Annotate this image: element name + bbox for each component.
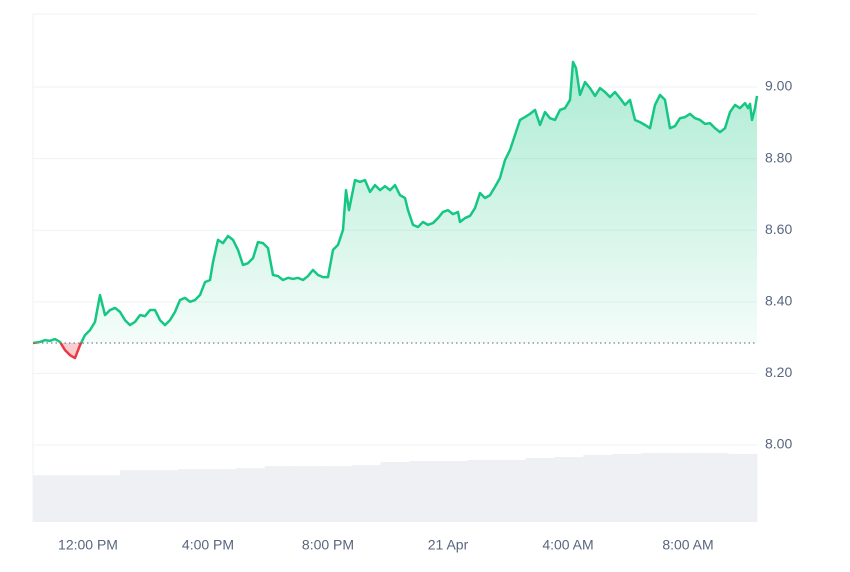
y-tick-label: 8.20 [765,364,792,380]
y-tick-label: 8.60 [765,221,792,237]
volume-bar [496,460,526,522]
volume-bar [467,460,497,522]
volume-bar [612,453,642,522]
volume-bar [293,466,324,522]
y-tick-label: 8.40 [765,293,792,309]
volume-bar [206,469,237,522]
volume-bar [61,475,92,522]
price-line [32,60,759,344]
plot: 8.00 8.20 8.40 8.60 8.80 9.00 12:00 PM 4:00 PM 8… [32,13,792,553]
volume-bar [699,452,729,522]
volume-bar [641,452,671,522]
volume-bar [438,461,468,522]
x-tick-label: 21 Apr [428,537,469,553]
y-tick-label: 9.00 [765,78,792,94]
volume-bar [583,454,613,522]
x-tick-label: 4:00 PM [182,537,234,553]
area-up [33,61,757,344]
volume-bar [119,470,150,522]
volume-bar [33,475,63,522]
x-tick-label: 4:00 AM [542,537,593,553]
x-tick-label: 12:00 PM [58,537,118,553]
y-tick-label: 8.00 [765,436,792,452]
volume-bar [322,466,353,522]
x-tick-label: 8:00 PM [302,537,354,553]
volume-bar [670,452,700,522]
volume-bar [409,461,439,522]
volume-bar [177,469,208,522]
volume-bar [554,456,584,522]
volume-bar [525,457,555,522]
volume-bar [728,453,758,522]
volume-bar [380,462,410,522]
x-tick-label: 8:00 AM [662,537,713,553]
y-tick-label: 8.80 [765,149,792,165]
volume-bar [235,468,266,522]
volume-bar [90,475,121,522]
volume-bar [264,466,295,522]
volume-bar [148,470,179,522]
volume-bar [351,465,382,522]
